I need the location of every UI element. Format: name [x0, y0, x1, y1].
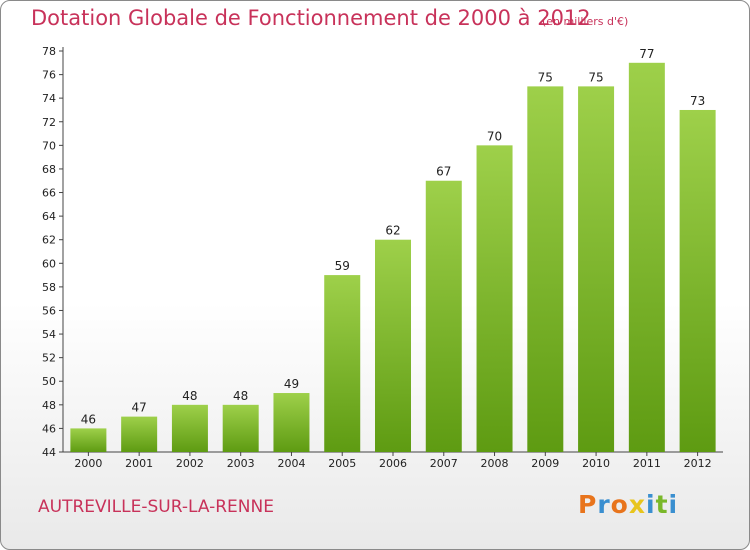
bar — [679, 109, 716, 453]
x-tick-label: 2006 — [379, 457, 407, 470]
x-tick-label: 2007 — [430, 457, 458, 470]
y-tick-label: 56 — [42, 304, 56, 317]
y-tick-label: 60 — [42, 257, 56, 270]
bar-value-label: 59 — [335, 259, 350, 273]
x-tick-label: 2005 — [328, 457, 356, 470]
bar — [476, 145, 513, 452]
bar-value-label: 46 — [81, 412, 96, 426]
x-tick-label: 2009 — [531, 457, 559, 470]
y-tick-label: 68 — [42, 163, 56, 176]
y-tick-label: 76 — [42, 69, 56, 82]
x-tick-label: 2011 — [633, 457, 661, 470]
bar — [324, 275, 361, 452]
bar-value-label: 48 — [233, 389, 248, 403]
y-tick-label: 70 — [42, 139, 56, 152]
bar — [121, 416, 158, 452]
y-tick-label: 64 — [42, 210, 56, 223]
y-tick-label: 66 — [42, 187, 56, 200]
y-tick-label: 52 — [42, 352, 56, 365]
bar-value-label: 48 — [182, 389, 197, 403]
y-tick-label: 72 — [42, 116, 56, 129]
chart-title: Dotation Globale de Fonctionnement de 20… — [31, 6, 591, 30]
bar-value-label: 67 — [436, 165, 451, 179]
y-tick-label: 50 — [42, 375, 56, 388]
bar-value-label: 49 — [284, 377, 299, 391]
x-tick-label: 2002 — [176, 457, 204, 470]
bar-value-label: 75 — [588, 70, 603, 84]
bar — [628, 62, 665, 452]
bar-value-label: 62 — [385, 224, 400, 238]
y-tick-label: 78 — [42, 45, 56, 58]
bar-value-label: 75 — [538, 70, 553, 84]
bar-value-label: 77 — [639, 47, 654, 61]
bar — [171, 404, 208, 452]
bar — [425, 180, 462, 452]
x-tick-label: 2004 — [277, 457, 305, 470]
x-tick-label: 2010 — [582, 457, 610, 470]
chart-unit: (en milliers d'€) — [542, 15, 629, 28]
proxiti-logo: Proxiti — [578, 490, 679, 519]
commune-name: AUTREVILLE-SUR-LA-RENNE — [38, 497, 274, 517]
x-tick-label: 2003 — [227, 457, 255, 470]
y-tick-label: 44 — [42, 446, 56, 459]
y-tick-label: 46 — [42, 422, 56, 435]
bar — [70, 428, 107, 452]
bar — [527, 86, 564, 452]
y-tick-label: 54 — [42, 328, 56, 341]
bar — [273, 393, 310, 452]
bar — [222, 404, 259, 452]
bar-value-label: 73 — [690, 94, 705, 108]
x-tick-label: 2012 — [684, 457, 712, 470]
bar — [578, 86, 615, 452]
bar — [375, 239, 411, 452]
bar-value-label: 47 — [132, 401, 147, 415]
y-tick-label: 48 — [42, 399, 56, 412]
x-tick-label: 2000 — [74, 457, 102, 470]
bar-value-label: 70 — [487, 129, 502, 143]
x-tick-label: 2008 — [481, 457, 509, 470]
y-tick-label: 74 — [42, 92, 56, 105]
y-tick-label: 62 — [42, 234, 56, 247]
x-tick-label: 2001 — [125, 457, 153, 470]
y-tick-label: 58 — [42, 281, 56, 294]
